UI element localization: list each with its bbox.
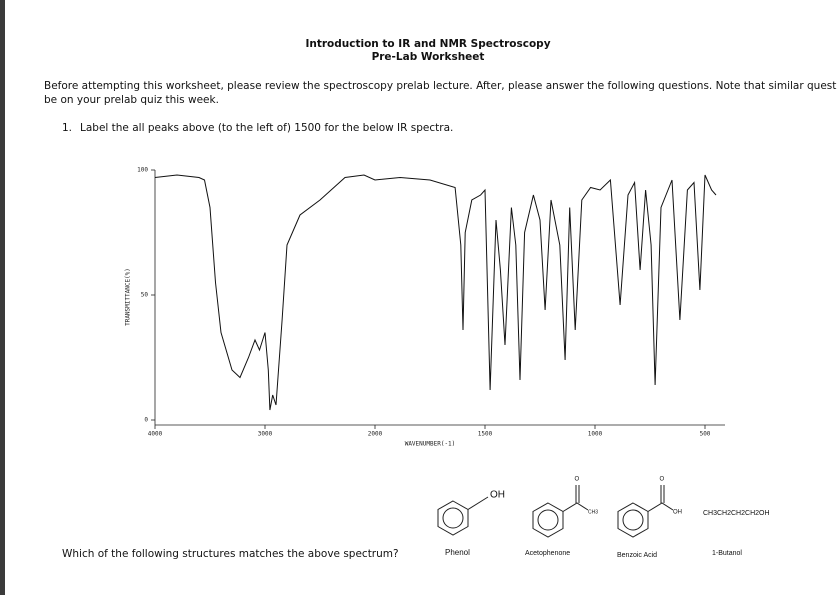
x-tick-label: 1500 (478, 431, 493, 438)
question-number: 1. (62, 122, 73, 134)
group-label: OH (673, 510, 682, 516)
bond (562, 502, 589, 512)
aromatic-circle (442, 507, 464, 529)
group-label: CH3 (588, 509, 598, 515)
atom-label: O (575, 477, 580, 483)
structure-name: Phenol (445, 548, 470, 557)
x-tick-label: 4000 (148, 431, 163, 438)
y-tick-label: 100 (137, 167, 148, 174)
y-tick-label: 50 (141, 292, 149, 299)
atom-label: O (660, 477, 665, 483)
structure-name: Acetophenone (525, 550, 570, 557)
x-tick-label: 2000 (368, 431, 383, 438)
x-tick-label: 3000 (258, 431, 273, 438)
x-tick-label: 1000 (588, 431, 603, 438)
aromatic-circle (622, 509, 644, 531)
spectrum-line (154, 174, 717, 411)
structure-name: 1-Butanol (712, 550, 742, 557)
intro-line: Before attempting this worksheet, please… (44, 80, 837, 92)
axes (154, 170, 725, 426)
y-axis-label: TRANSMITTANCE(%) (125, 268, 132, 326)
question-text: Label the all peaks above (to the left o… (80, 122, 454, 134)
title: Introduction to IR and NMR Spectroscopy (305, 38, 551, 50)
formula: CH3CH2CH2CH2OH (703, 510, 770, 517)
left-border (0, 0, 5, 595)
aromatic-circle (537, 509, 559, 531)
bond (467, 496, 489, 510)
question-text: Which of the following structures matche… (62, 548, 399, 560)
structure-name: Benzoic Acid (617, 552, 657, 559)
x-axis-label: WAVENUMBER(-1) (405, 441, 456, 448)
y-tick-label: 0 (144, 417, 148, 424)
subtitle: Pre-Lab Worksheet (371, 51, 485, 63)
group-label: OH (490, 490, 505, 501)
x-tick-label: 500 (700, 431, 711, 438)
bond (647, 502, 674, 512)
intro-line: be on your prelab quiz this week. (44, 94, 219, 106)
